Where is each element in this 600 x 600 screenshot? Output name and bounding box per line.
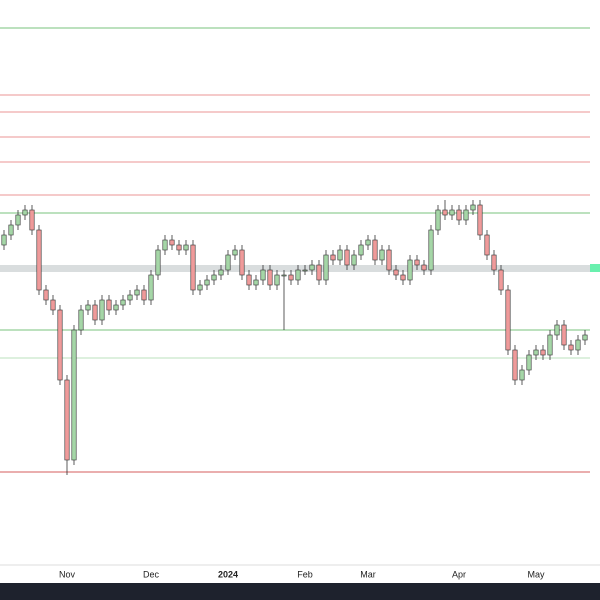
candle-body (365, 239, 371, 246)
candle-body (141, 289, 147, 301)
candle-body (533, 349, 539, 356)
x-tick-label: May (527, 569, 545, 579)
x-tick-label: Apr (452, 569, 466, 579)
candle-body (526, 354, 532, 371)
candle-body (218, 269, 224, 276)
candle-body (204, 279, 210, 286)
candle-body (540, 349, 546, 356)
candle-body (148, 274, 154, 301)
candle-body (253, 279, 259, 286)
candle-body (22, 209, 28, 216)
candle-body (43, 289, 49, 301)
candle-body (400, 274, 406, 281)
candle-body (498, 269, 504, 291)
candle-body (239, 249, 245, 276)
price-tag (590, 264, 600, 272)
candle-body (470, 204, 476, 211)
candle-body (85, 304, 91, 311)
x-tick-label: 2024 (218, 569, 238, 579)
candle-body (232, 249, 238, 256)
candle-body (484, 234, 490, 256)
candle-body (414, 259, 420, 266)
x-tick-label: Mar (360, 569, 376, 579)
candle-body (155, 249, 161, 276)
candle-body (50, 299, 56, 311)
candle-body (99, 299, 105, 321)
candle-body (512, 349, 518, 381)
candle-body (162, 239, 168, 251)
candle-body (316, 264, 322, 281)
bottom-bar (0, 583, 600, 600)
candle-body (288, 274, 294, 281)
candle-body (358, 244, 364, 256)
candle-body (505, 289, 511, 351)
candle-body (547, 334, 553, 356)
candle-body (36, 229, 42, 291)
zone-band (0, 265, 590, 272)
candle-body (71, 329, 77, 461)
candle-body (463, 209, 469, 221)
candle-body (8, 224, 14, 236)
candle-body (351, 254, 357, 266)
candle-body (57, 309, 63, 381)
candle-body (344, 249, 350, 266)
candle-body (421, 264, 427, 271)
candle-body (92, 304, 98, 321)
candle-body (176, 244, 182, 251)
candle-body (491, 254, 497, 271)
candle-body (449, 209, 455, 216)
candle-body (78, 309, 84, 331)
candle-body (323, 254, 329, 281)
candle-body (407, 259, 413, 281)
candle-body (435, 209, 441, 231)
candle-body (337, 249, 343, 261)
candle-body (190, 244, 196, 291)
x-tick-label: Feb (297, 569, 313, 579)
candle-body (127, 294, 133, 301)
candle-body (225, 254, 231, 271)
candle-body (274, 274, 280, 286)
candle-body (582, 334, 588, 341)
candle-body (281, 274, 287, 277)
candle-body (456, 209, 462, 221)
candle-body (15, 214, 21, 226)
candle-body (428, 229, 434, 271)
candle-body (393, 269, 399, 276)
candle-body (267, 269, 273, 286)
candle-body (330, 254, 336, 261)
candle-body (561, 324, 567, 346)
candle-body (260, 269, 266, 281)
candle-body (106, 299, 112, 311)
candle-body (246, 274, 252, 286)
candle-body (120, 299, 126, 306)
candle-body (309, 264, 315, 271)
candle-body (442, 209, 448, 216)
candle-body (372, 239, 378, 261)
candle-body (169, 239, 175, 246)
candle-body (477, 204, 483, 236)
candle-body (379, 249, 385, 261)
candle-body (575, 339, 581, 351)
candle-body (113, 304, 119, 311)
x-tick-label: Dec (143, 569, 160, 579)
candle-body (519, 369, 525, 381)
candle-body (29, 209, 35, 231)
candle-body (183, 244, 189, 251)
candle-body (1, 234, 7, 246)
candle-body (295, 269, 301, 281)
candle-body (568, 344, 574, 351)
candle-body (64, 379, 70, 461)
x-tick-label: Nov (59, 569, 76, 579)
candle-body (302, 269, 308, 272)
candle-body (386, 249, 392, 271)
candle-body (554, 324, 560, 336)
candle-body (134, 289, 140, 296)
candle-body (197, 284, 203, 291)
candle-body (211, 274, 217, 281)
